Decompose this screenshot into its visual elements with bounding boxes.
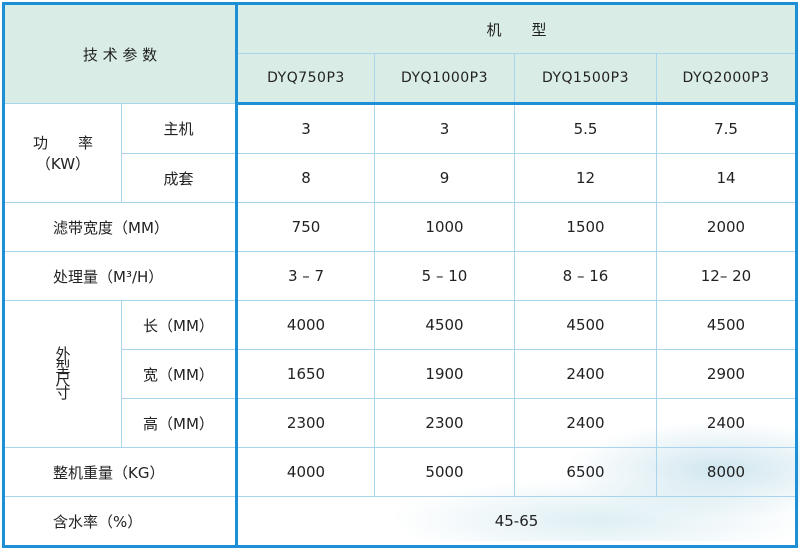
row-label: 滤带宽度（MM） <box>3 202 238 252</box>
cell: 8 – 16 <box>514 251 657 301</box>
cell: 2300 <box>236 398 375 448</box>
cell: 8000 <box>656 447 797 497</box>
cell: 12 <box>514 153 657 203</box>
cell: 2000 <box>656 202 797 252</box>
cell: 4000 <box>236 300 375 350</box>
row-label: 长（MM） <box>121 300 238 350</box>
table-row: 外型尺寸 长（MM） 4000 4500 4500 4500 <box>3 300 797 448</box>
cell: 3 – 7 <box>236 251 375 301</box>
cell: 9 <box>374 153 515 203</box>
table-row: 含水率（%） 45-65 <box>3 496 797 547</box>
table-row: 处理量（M³/H） 3 – 7 5 – 10 8 – 16 12– 20 <box>3 251 797 301</box>
cell: 2400 <box>514 349 657 399</box>
model-header: DYQ750P3 <box>236 53 375 105</box>
cell: 2300 <box>374 398 515 448</box>
cell: 8 <box>236 153 375 203</box>
cell: 1650 <box>236 349 375 399</box>
power-unit: （KW） <box>35 155 91 173</box>
cell: 3 <box>236 103 375 154</box>
cell: 1900 <box>374 349 515 399</box>
cell: 2400 <box>656 398 797 448</box>
cell: 2900 <box>656 349 797 399</box>
model-header: DYQ2000P3 <box>656 53 797 105</box>
cell: 2400 <box>514 398 657 448</box>
table-row: 滤带宽度（MM） 750 1000 1500 2000 <box>3 202 797 252</box>
cell: 6500 <box>514 447 657 497</box>
cell: 5.5 <box>514 103 657 154</box>
model-title: 机 型 <box>236 3 797 54</box>
dimensions-label-text: 外型尺寸 <box>53 346 72 398</box>
cell: 1000 <box>374 202 515 252</box>
cell: 4500 <box>374 300 515 350</box>
row-label: 整机重量（KG） <box>3 447 238 497</box>
cell: 3 <box>374 103 515 154</box>
cell: 12– 20 <box>656 251 797 301</box>
table-row: 功 率 （KW） 主机 3 3 5.5 7.5 <box>3 103 797 203</box>
row-label: 高（MM） <box>121 398 238 448</box>
cell: 45-65 <box>236 496 797 547</box>
cell: 4000 <box>236 447 375 497</box>
power-label-text: 功 率 <box>32 134 93 152</box>
param-title: 技 术 参 数 <box>3 3 238 104</box>
cell: 5000 <box>374 447 515 497</box>
model-header: DYQ1500P3 <box>514 53 657 105</box>
table-row: 成套 8 9 12 14 <box>4 153 797 203</box>
table-row: 宽（MM） 1650 1900 2400 2900 <box>4 349 797 399</box>
cell: 7.5 <box>656 103 797 154</box>
cell: 4500 <box>656 300 797 350</box>
row-label: 主机 <box>121 103 238 154</box>
row-label: 含水率（%） <box>3 496 238 547</box>
model-header: DYQ1000P3 <box>374 53 515 105</box>
power-label: 功 率 （KW） <box>3 103 122 203</box>
row-label: 宽（MM） <box>121 349 238 399</box>
table-row: 整机重量（KG） 4000 5000 6500 8000 <box>3 447 797 497</box>
dimensions-label: 外型尺寸 <box>3 300 122 448</box>
row-label: 成套 <box>121 153 238 203</box>
cell: 750 <box>236 202 375 252</box>
cell: 4500 <box>514 300 657 350</box>
table-row: 高（MM） 2300 2300 2400 2400 <box>4 398 797 448</box>
cell: 14 <box>656 153 797 203</box>
cell: 1500 <box>514 202 657 252</box>
row-label: 处理量（M³/H） <box>3 251 238 301</box>
cell: 5 – 10 <box>374 251 515 301</box>
